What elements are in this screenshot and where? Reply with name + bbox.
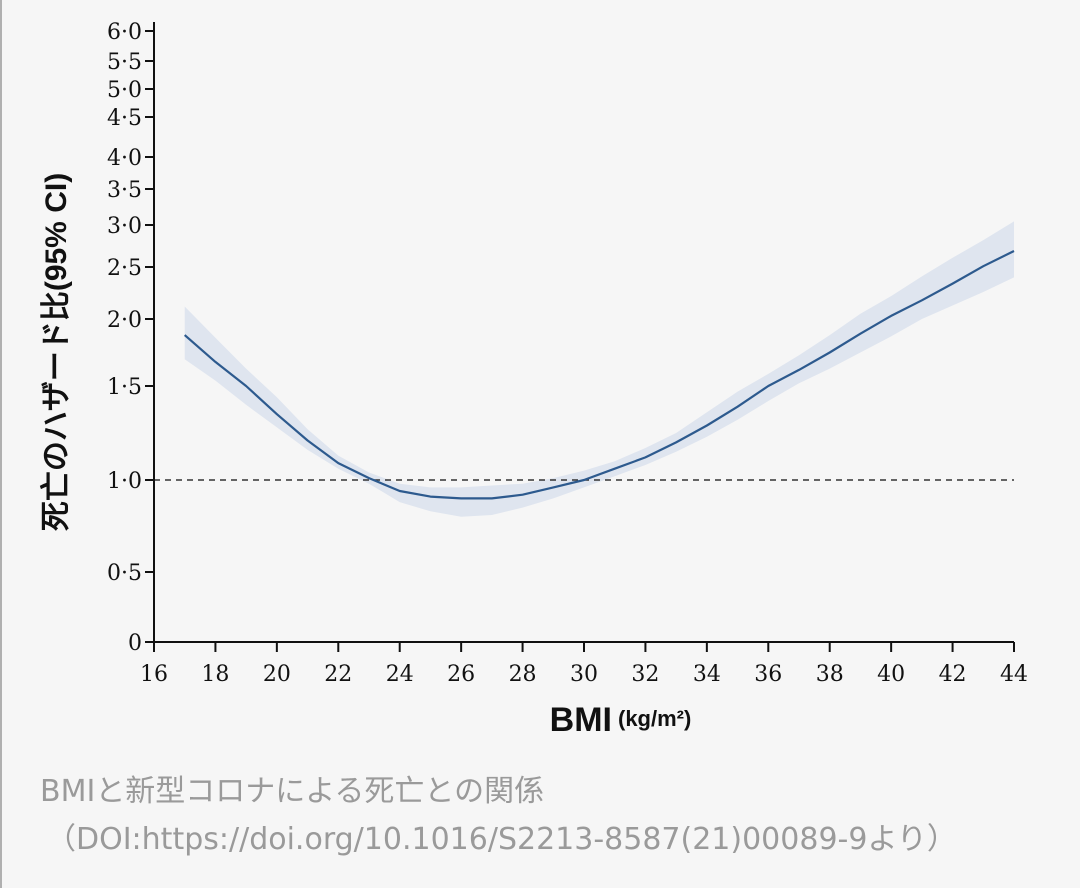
bmi-mortality-chart: 0 0·5 1·0 1·5 2·0 2·5 3·0 3·5 4·0 4·5 5·0 5·5 6·0 16…	[40, 20, 1028, 739]
x-tick-label: 22	[324, 662, 352, 687]
x-axis-ticks: 16 18 20 22 24 26 28 30 32 34 36 38 40 42 44	[140, 642, 1028, 687]
hazard-ratio-line	[183, 250, 1015, 500]
hazard-ratio-line-layer	[183, 250, 1015, 500]
confidence-band-layer	[184, 221, 1014, 517]
left-border	[0, 0, 2, 888]
x-tick-label: 24	[386, 662, 414, 687]
x-tick-label: 36	[754, 662, 782, 687]
x-tick-label: 26	[447, 662, 475, 687]
y-tick-label: 5·0	[107, 78, 142, 103]
y-tick-label: 2·0	[107, 308, 142, 333]
y-axis-ticks: 0 0·5 1·0 1·5 2·0 2·5 3·0 3·5 4·0 4·5 5·0 5·5 6·0	[107, 20, 154, 656]
x-tick-label: 38	[816, 662, 844, 687]
x-tick-label: 20	[263, 662, 291, 687]
confidence-band	[184, 221, 1014, 517]
y-tick-label: 1·5	[107, 375, 142, 400]
x-tick-label: 34	[693, 662, 721, 687]
y-tick-label: 4·5	[107, 106, 142, 131]
y-tick-label: 0·5	[107, 561, 142, 586]
y-tick-label: 6·0	[107, 20, 142, 45]
x-axis-unit: (kg/m²)	[618, 706, 691, 731]
x-tick-label: 30	[570, 662, 598, 687]
x-tick-label: 18	[201, 662, 229, 687]
x-tick-label: 28	[509, 662, 537, 687]
y-tick-label: 5·5	[107, 50, 142, 75]
caption-source: （DOI:https://doi.org/10.1016/S2213-8587(…	[46, 822, 957, 857]
x-tick-label: 42	[939, 662, 967, 687]
y-tick-label: 2·5	[107, 256, 142, 281]
caption-title: BMIと新型コロナによる死亡との関係	[40, 774, 545, 809]
x-axis-label: BMI	[550, 701, 612, 739]
y-tick-label: 4·0	[107, 146, 142, 171]
x-tick-label: 40	[877, 662, 905, 687]
x-tick-label: 16	[140, 662, 168, 687]
y-tick-label: 0	[128, 631, 142, 656]
y-axis-label: 死亡のハザード比(95% CI)	[40, 173, 73, 531]
x-tick-label: 44	[1000, 662, 1028, 687]
y-tick-label: 3·0	[107, 214, 142, 239]
x-tick-label: 32	[631, 662, 659, 687]
y-tick-label: 3·5	[107, 178, 142, 203]
y-tick-label: 1·0	[107, 469, 142, 494]
